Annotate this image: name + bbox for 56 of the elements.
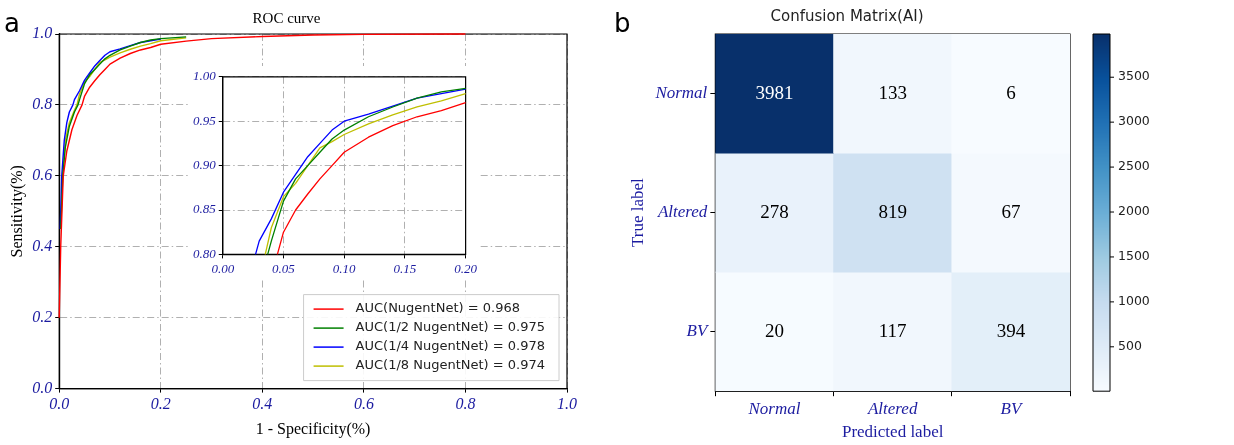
legend-label: AUC(1/4 NugentNet) = 0.978 [355, 338, 546, 354]
x-tick-label: 0.00 [211, 260, 235, 276]
x-tick-label: 0.15 [393, 260, 417, 276]
legend-label: AUC(NugentNet) = 0.968 [355, 300, 520, 316]
y-tick-label: 1.0 [32, 24, 53, 42]
x-tick-label: 0.05 [272, 260, 296, 276]
x-axis-title: 1 - Specificity(%) [255, 419, 371, 438]
data-label: 3981 [755, 81, 794, 103]
chart-title: Confusion Matrix(AI) [770, 6, 924, 25]
x-tick-label: 1.0 [557, 395, 577, 413]
y-tick-label: 0.0 [32, 378, 53, 396]
y-tick-label: 0.85 [193, 201, 217, 217]
x-tick-label: 0.10 [332, 260, 357, 276]
x-axis-title: Predicted label [841, 422, 944, 442]
color-bar-label: 2500 [1118, 158, 1150, 174]
x-tick-label: 0.4 [252, 395, 273, 413]
y-tick-label: 0.2 [32, 307, 53, 325]
y-tick-label: 0.80 [193, 245, 217, 261]
x-tick-label: 0.0 [49, 395, 70, 413]
x-tick-label: 0.2 [150, 395, 171, 413]
x-tick-label: Normal [747, 398, 801, 418]
data-label: 133 [878, 81, 907, 103]
data-label: 6 [1006, 81, 1016, 103]
y-tick-label: 0.4 [32, 236, 53, 254]
x-tick-label: 0.20 [454, 260, 478, 276]
x-tick-label: 0.8 [455, 395, 476, 413]
legend-label: AUC(1/2 NugentNet) = 0.975 [355, 319, 546, 335]
data-label: 67 [1001, 200, 1021, 222]
data-label: 819 [878, 200, 907, 222]
color-bar-label: 3500 [1118, 68, 1150, 84]
color-bar-label: 1500 [1118, 248, 1150, 264]
y-axis-title: Sensitivity(%) [7, 165, 26, 258]
y-tick-label: BV [686, 321, 710, 341]
y-axis-title: True label [627, 177, 647, 247]
data-label: 117 [878, 319, 907, 341]
color-bar-label: 2000 [1118, 203, 1150, 219]
text: b [614, 7, 631, 38]
text: a [4, 7, 20, 38]
x-tick-label: 0.6 [353, 395, 374, 413]
y-tick-label: 0.95 [193, 112, 217, 128]
data-label: 20 [764, 319, 784, 341]
y-tick-label: 0.6 [32, 166, 53, 184]
color-bar-label: 500 [1118, 338, 1142, 354]
color-bar-label: 3000 [1118, 113, 1150, 129]
y-tick-label: 0.90 [193, 157, 217, 173]
legend-label: AUC(1/8 NugentNet) = 0.974 [355, 357, 546, 373]
x-tick-label: BV [1000, 398, 1024, 418]
data-label: 394 [996, 319, 1026, 341]
data-label: 278 [760, 200, 789, 222]
y-tick-label: Normal [654, 83, 708, 102]
y-tick-label: 0.8 [32, 95, 53, 113]
chart-title: ROC curve [252, 9, 321, 26]
x-tick-label: Altered [866, 398, 918, 418]
color-bar-label: 1000 [1118, 293, 1150, 309]
y-tick-label: Altered [656, 202, 708, 222]
y-tick-label: 1.00 [193, 68, 217, 84]
